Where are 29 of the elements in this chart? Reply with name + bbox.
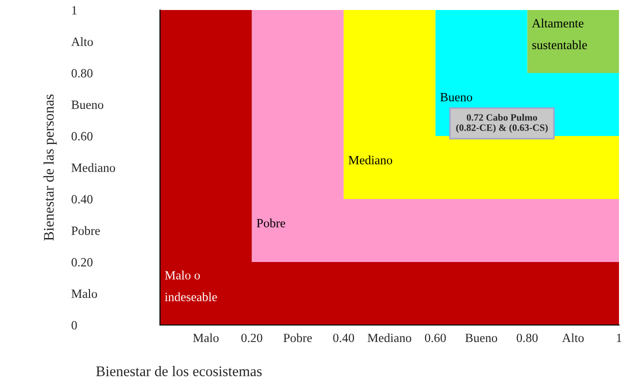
x-tick-label: Malo xyxy=(193,333,219,342)
y-tick-label: 1 xyxy=(72,6,77,14)
x-axis-title: Bienestar de los ecosistemas xyxy=(96,366,262,376)
y-tick-label: Mediano xyxy=(71,163,116,172)
y-tick-label: Pobre xyxy=(71,226,100,235)
y-tick-label: Alto xyxy=(71,37,93,46)
y-tick-label: 0 xyxy=(72,321,77,330)
series-label: Malo o indeseable xyxy=(164,270,217,302)
annotation: 0.72 Cabo Pulmo (0.82-CE) & (0.63-CS) xyxy=(456,114,548,133)
x-tick-label: 0.40 xyxy=(333,334,354,342)
y-tick-label: Bueno xyxy=(71,100,104,109)
y-tick-label: 0.60 xyxy=(72,132,93,141)
series-label: Pobre xyxy=(256,218,286,228)
x-tick-label: 0.20 xyxy=(241,334,262,342)
y-tick-label: 0.40 xyxy=(72,195,93,204)
x-tick-label: Pobre xyxy=(283,333,312,342)
series-label: Bueno xyxy=(440,93,472,102)
y-axis-title: Bienestar de las personas xyxy=(44,94,57,241)
x-tick-label: 0.60 xyxy=(424,334,446,342)
x-tick-label: Bueno xyxy=(465,334,498,342)
x-tick-label: Alto xyxy=(562,333,584,342)
x-tick-label: 0.80 xyxy=(516,334,538,342)
x-tick-label: 1 xyxy=(616,334,622,342)
series-label: Mediano xyxy=(348,156,392,164)
y-tick-label: Malo xyxy=(71,289,98,298)
series-label: Altamente sustentable xyxy=(532,18,587,50)
y-tick-label: 0.80 xyxy=(72,69,93,78)
y-tick-label: 0.20 xyxy=(72,258,93,267)
x-tick-label: Mediano xyxy=(368,333,412,342)
